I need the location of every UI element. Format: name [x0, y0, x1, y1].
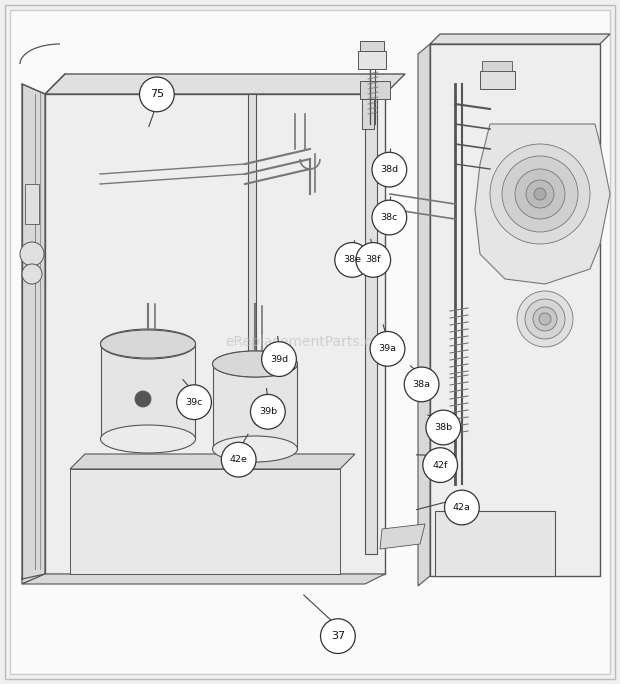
Text: 38f: 38f [366, 255, 381, 265]
Bar [70, 469, 340, 574]
Ellipse shape [213, 436, 298, 462]
Circle shape [526, 180, 554, 208]
Text: 39a: 39a [378, 344, 397, 354]
Polygon shape [430, 44, 600, 576]
Polygon shape [365, 94, 377, 554]
Polygon shape [101, 344, 195, 439]
Circle shape [253, 412, 267, 426]
Bar [25, 184, 39, 224]
Bar [360, 81, 390, 99]
Bar [482, 61, 512, 71]
Polygon shape [430, 34, 610, 44]
Text: 42e: 42e [230, 455, 247, 464]
Circle shape [539, 313, 551, 325]
Polygon shape [213, 364, 297, 449]
Text: 39b: 39b [259, 407, 277, 417]
Bar [362, 99, 374, 129]
Circle shape [533, 307, 557, 331]
Circle shape [20, 242, 44, 266]
Circle shape [335, 243, 370, 277]
Circle shape [370, 332, 405, 366]
Text: 38d: 38d [380, 165, 399, 174]
Bar [360, 41, 384, 51]
Circle shape [517, 291, 573, 347]
Ellipse shape [100, 425, 195, 453]
Text: 38b: 38b [434, 423, 453, 432]
Circle shape [502, 156, 578, 232]
Circle shape [445, 490, 479, 525]
Polygon shape [45, 74, 405, 94]
Circle shape [22, 264, 42, 284]
Circle shape [404, 367, 439, 402]
Circle shape [177, 385, 211, 419]
Text: 38e: 38e [343, 255, 361, 265]
Polygon shape [475, 124, 610, 284]
Text: 39c: 39c [185, 397, 203, 407]
Circle shape [490, 144, 590, 244]
Ellipse shape [213, 351, 298, 377]
Text: eReplacementParts.com: eReplacementParts.com [226, 335, 394, 349]
Circle shape [372, 153, 407, 187]
Polygon shape [22, 574, 385, 584]
Polygon shape [248, 94, 256, 569]
Polygon shape [70, 454, 355, 469]
Circle shape [140, 77, 174, 111]
Polygon shape [22, 84, 45, 584]
Polygon shape [418, 44, 430, 586]
Circle shape [372, 200, 407, 235]
Text: 38c: 38c [381, 213, 398, 222]
Text: 75: 75 [150, 90, 164, 99]
Circle shape [262, 342, 296, 376]
Circle shape [426, 410, 461, 445]
Circle shape [423, 448, 458, 482]
Circle shape [135, 391, 151, 407]
Circle shape [221, 443, 256, 477]
Text: 42a: 42a [453, 503, 471, 512]
Bar [435, 511, 555, 576]
Circle shape [250, 395, 285, 429]
Bar [358, 51, 386, 69]
Circle shape [525, 299, 565, 339]
Text: 37: 37 [331, 631, 345, 641]
Circle shape [321, 619, 355, 653]
Circle shape [534, 188, 546, 200]
Bar [480, 71, 515, 89]
Polygon shape [380, 524, 425, 549]
Text: 38a: 38a [412, 380, 431, 389]
Circle shape [515, 169, 565, 219]
Ellipse shape [100, 329, 195, 359]
Circle shape [356, 243, 391, 277]
Text: 42f: 42f [433, 460, 448, 470]
Ellipse shape [100, 330, 195, 358]
Polygon shape [45, 94, 385, 574]
Ellipse shape [213, 351, 298, 377]
Text: 39d: 39d [270, 354, 288, 364]
